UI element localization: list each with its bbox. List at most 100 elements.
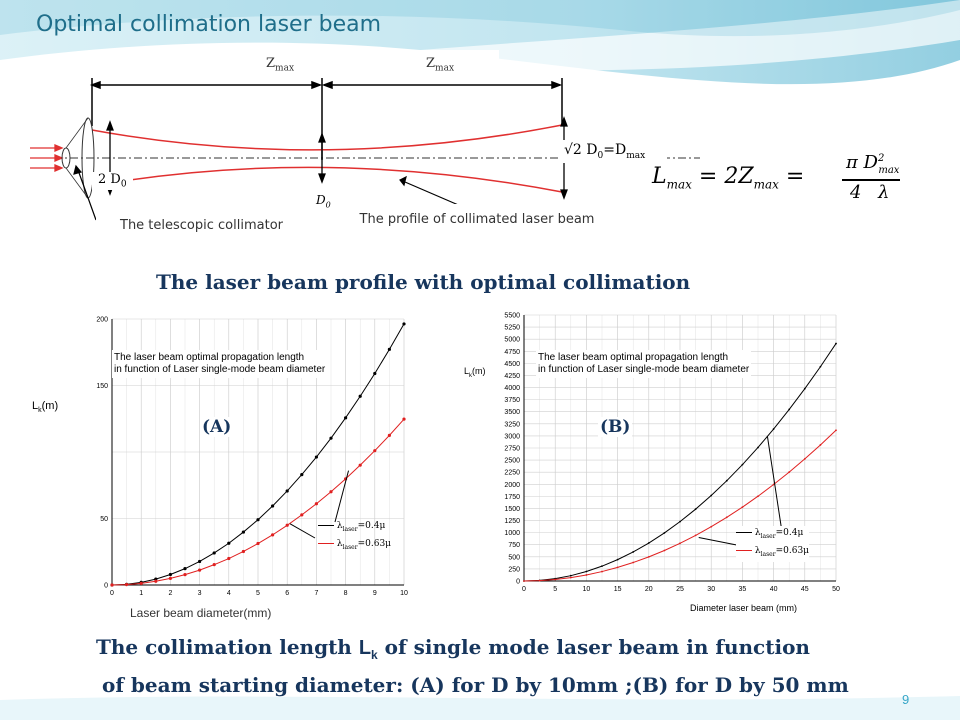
x-tick-label: 5 (256, 590, 260, 597)
chart-b-ylabel-symbol: L (464, 366, 470, 376)
y-tick-label: 5000 (504, 337, 520, 344)
chart-b-legend-s1: λlaser=0.4μ (736, 526, 809, 544)
caption-line1-b: of single mode laser beam in function (377, 635, 810, 659)
x-tick-label: 10 (400, 590, 408, 597)
legend-a-s1-symbol: λ (336, 521, 343, 531)
x-tick-label: 35 (739, 586, 747, 593)
data-point-s2 (300, 513, 304, 517)
x-tick-label: 20 (645, 586, 653, 593)
x-tick-label: 8 (344, 590, 348, 597)
data-point-s2 (183, 573, 187, 577)
y-tick-label: 50 (100, 516, 108, 523)
chart-a-ylabel: Lk(m) (18, 394, 80, 496)
page-number: 9 (902, 692, 910, 707)
formula-fraction-bar (842, 179, 900, 181)
data-point-s2 (329, 490, 333, 494)
d0-center-label: D0 (316, 193, 331, 209)
data-point-s2 (241, 549, 245, 554)
legend-b-s2-symbol: λ (754, 545, 761, 556)
data-point-s2 (757, 495, 759, 498)
y-tick-label: 3500 (504, 409, 520, 416)
data-point-s1 (803, 387, 806, 390)
data-point-s1 (757, 446, 759, 449)
data-point-s1 (241, 530, 245, 534)
y-tick-label: 2250 (504, 470, 520, 477)
y-tick-label: 1000 (504, 530, 520, 537)
data-point-s1 (710, 494, 713, 497)
data-point-s2 (154, 579, 158, 583)
y-tick-label: 750 (508, 542, 520, 549)
beam-lower-edge (91, 166, 563, 193)
data-point-s1 (632, 551, 635, 553)
data-point-s2 (523, 580, 525, 582)
caption-line2: of beam starting diameter: (A) for D by … (102, 673, 849, 697)
data-point-s1 (344, 416, 348, 420)
y-tick-label: 2500 (504, 458, 520, 465)
x-tick-label: 7 (314, 590, 318, 597)
chart-a-xlabel: Laser beam diameter(mm) (118, 600, 458, 630)
data-point-s1 (314, 455, 318, 459)
data-point-s2 (741, 506, 744, 509)
data-point-s2 (168, 576, 172, 580)
data-point-s2 (663, 549, 666, 552)
dmax-eq: =D (603, 142, 627, 158)
data-point-s2 (212, 563, 216, 567)
formula-lhs-sub: max (666, 177, 692, 192)
y-tick-label: 5250 (504, 325, 520, 332)
y-tick-label: 0 (516, 579, 520, 586)
legend-a-s1-val: =0.4μ (357, 521, 386, 531)
zmax-left-symbol: Z (266, 56, 276, 71)
legend-a-s1-sub: laser (342, 525, 358, 533)
data-point-s2 (585, 574, 588, 576)
data-point-s2 (569, 576, 572, 579)
data-point-s1 (725, 479, 728, 482)
data-point-s1 (585, 570, 588, 573)
data-point-s1 (168, 572, 172, 577)
dmax-symbol: √2 D (564, 142, 598, 158)
chart-b-legend-s2: λlaser=0.63μ (736, 544, 809, 562)
formula-mid-sub: max (753, 177, 779, 192)
data-point-s1 (569, 574, 572, 577)
caption-line1-a: The collimation length (96, 635, 359, 659)
legend-b-s2-val: =0.63μ (775, 545, 810, 556)
data-point-s1 (616, 558, 619, 561)
data-point-s1 (198, 559, 202, 564)
chart-a-legend-s2: λlaser=0.63μ (318, 537, 391, 555)
y-tick-label: 200 (96, 317, 108, 324)
x-tick-label: 25 (676, 586, 684, 593)
data-point-s1 (819, 365, 822, 368)
data-point-s1 (300, 473, 304, 477)
data-point-s2 (710, 525, 713, 528)
chart-b-badge: (B) (598, 417, 633, 437)
dmax-sub: max (626, 150, 646, 161)
d0-left-symbol: 2 D (98, 172, 121, 187)
y-tick-label: 4500 (504, 361, 520, 368)
data-point-s2 (788, 471, 791, 473)
x-tick-label: 45 (801, 586, 809, 593)
x-tick-label: 1 (139, 590, 143, 597)
y-tick-label: 4750 (504, 349, 520, 356)
legend-b-s1-sub: laser (760, 532, 776, 540)
data-point-s1 (387, 347, 391, 351)
chart-a-ylabel-symbol: L (32, 400, 39, 412)
legend-pointer-2 (289, 523, 316, 539)
data-point-s1 (663, 532, 666, 534)
x-tick-label: 3 (198, 590, 202, 597)
x-tick-label: 4 (227, 590, 231, 597)
data-point-s1 (788, 408, 791, 411)
data-point-s1 (694, 508, 697, 511)
formula-lmax: Lmax = 2Zmax = π D2max 4 λ (652, 152, 902, 208)
x-tick-label: 40 (770, 586, 778, 593)
data-point-s1 (647, 542, 650, 544)
formula-num-sub: max (878, 164, 900, 176)
y-tick-label: 3250 (504, 421, 520, 428)
formula-denominator-4: 4 (850, 182, 862, 203)
data-point-s2 (554, 578, 557, 581)
chart-b-ylabel-sub: k (469, 372, 473, 379)
chart-b-title: The laser beam optimal propagation lengt… (536, 350, 752, 378)
data-point-s1 (271, 504, 275, 508)
zmax-right-sub: max (435, 63, 455, 74)
chart-a-ylabel-sub: k (38, 407, 42, 415)
data-point-s2 (538, 579, 541, 582)
chart-b-title-line2: in function of Laser single-mode beam di… (538, 364, 750, 375)
